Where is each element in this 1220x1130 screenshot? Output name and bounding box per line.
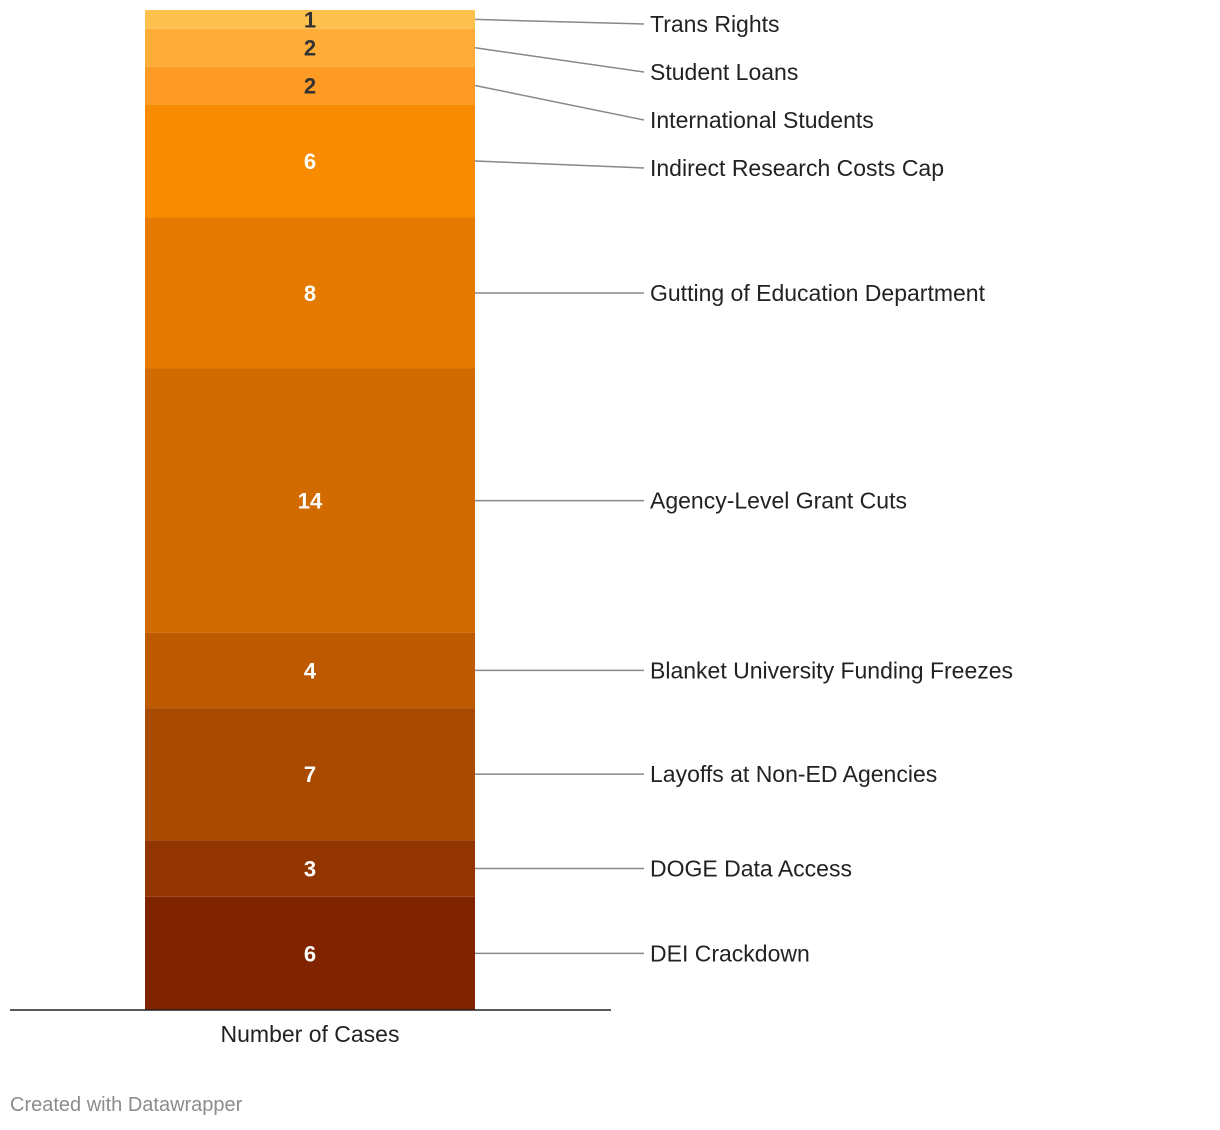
bar-segment-international-students <box>145 66 475 105</box>
series-label-indirect-research-costs-cap: Indirect Research Costs Cap <box>650 155 944 181</box>
value-label-dei-crackdown: 6 <box>304 941 316 966</box>
series-label-agency-level-grant-cuts: Agency-Level Grant Cuts <box>650 488 907 514</box>
bar-segment-doge-data-access <box>145 840 475 897</box>
bar-segments <box>145 10 475 1010</box>
series-label-dei-crackdown: DEI Crackdown <box>650 940 810 966</box>
value-label-agency-level-grant-cuts: 14 <box>298 489 323 514</box>
bar-segment-gutting-of-education-department <box>145 217 475 369</box>
value-label-international-students: 2 <box>304 73 316 98</box>
series-label-international-students: International Students <box>650 107 874 133</box>
series-label-blanket-university-funding-freezes: Blanket University Funding Freezes <box>650 657 1013 683</box>
series-label-gutting-of-education-department: Gutting of Education Department <box>650 280 986 306</box>
bar-segment-agency-level-grant-cuts <box>145 368 475 633</box>
value-label-doge-data-access: 3 <box>304 856 316 881</box>
value-label-blanket-university-funding-freezes: 4 <box>304 658 317 683</box>
connector-international-students <box>474 84 645 121</box>
x-axis-category-label: Number of Cases <box>221 1021 400 1047</box>
series-label-student-loans: Student Loans <box>650 59 798 85</box>
connector-student-loans <box>474 46 645 73</box>
connector-indirect-research-costs-cap <box>474 160 645 169</box>
segment-value-labels: 6 3 7 4 14 8 6 2 2 1 <box>298 7 323 966</box>
connector-trans-rights <box>474 18 645 25</box>
bar-segment-indirect-research-costs-cap <box>145 104 475 218</box>
series-label-layoffs-at-non-ed-agencies: Layoffs at Non-ED Agencies <box>650 761 937 787</box>
value-label-layoffs-at-non-ed-agencies: 7 <box>304 762 316 787</box>
value-label-gutting-of-education-department: 8 <box>304 281 316 306</box>
bar-segment-layoffs-at-non-ed-agencies <box>145 708 475 841</box>
bar-segment-dei-crackdown <box>145 896 475 1010</box>
footer-credit: Created with Datawrapper <box>10 1094 243 1116</box>
value-label-trans-rights: 1 <box>304 7 316 32</box>
series-label-doge-data-access: DOGE Data Access <box>650 855 852 881</box>
label-connectors <box>474 18 645 955</box>
series-label-trans-rights: Trans Rights <box>650 11 780 37</box>
bar-segment-student-loans <box>145 28 475 67</box>
series-labels: DEI Crackdown DOGE Data Access Layoffs at … <box>650 11 1013 966</box>
bar-segment-blanket-university-funding-freezes <box>145 632 475 709</box>
bar-segment-trans-rights <box>145 10 475 29</box>
value-label-indirect-research-costs-cap: 6 <box>304 149 316 174</box>
value-label-student-loans: 2 <box>304 36 316 61</box>
